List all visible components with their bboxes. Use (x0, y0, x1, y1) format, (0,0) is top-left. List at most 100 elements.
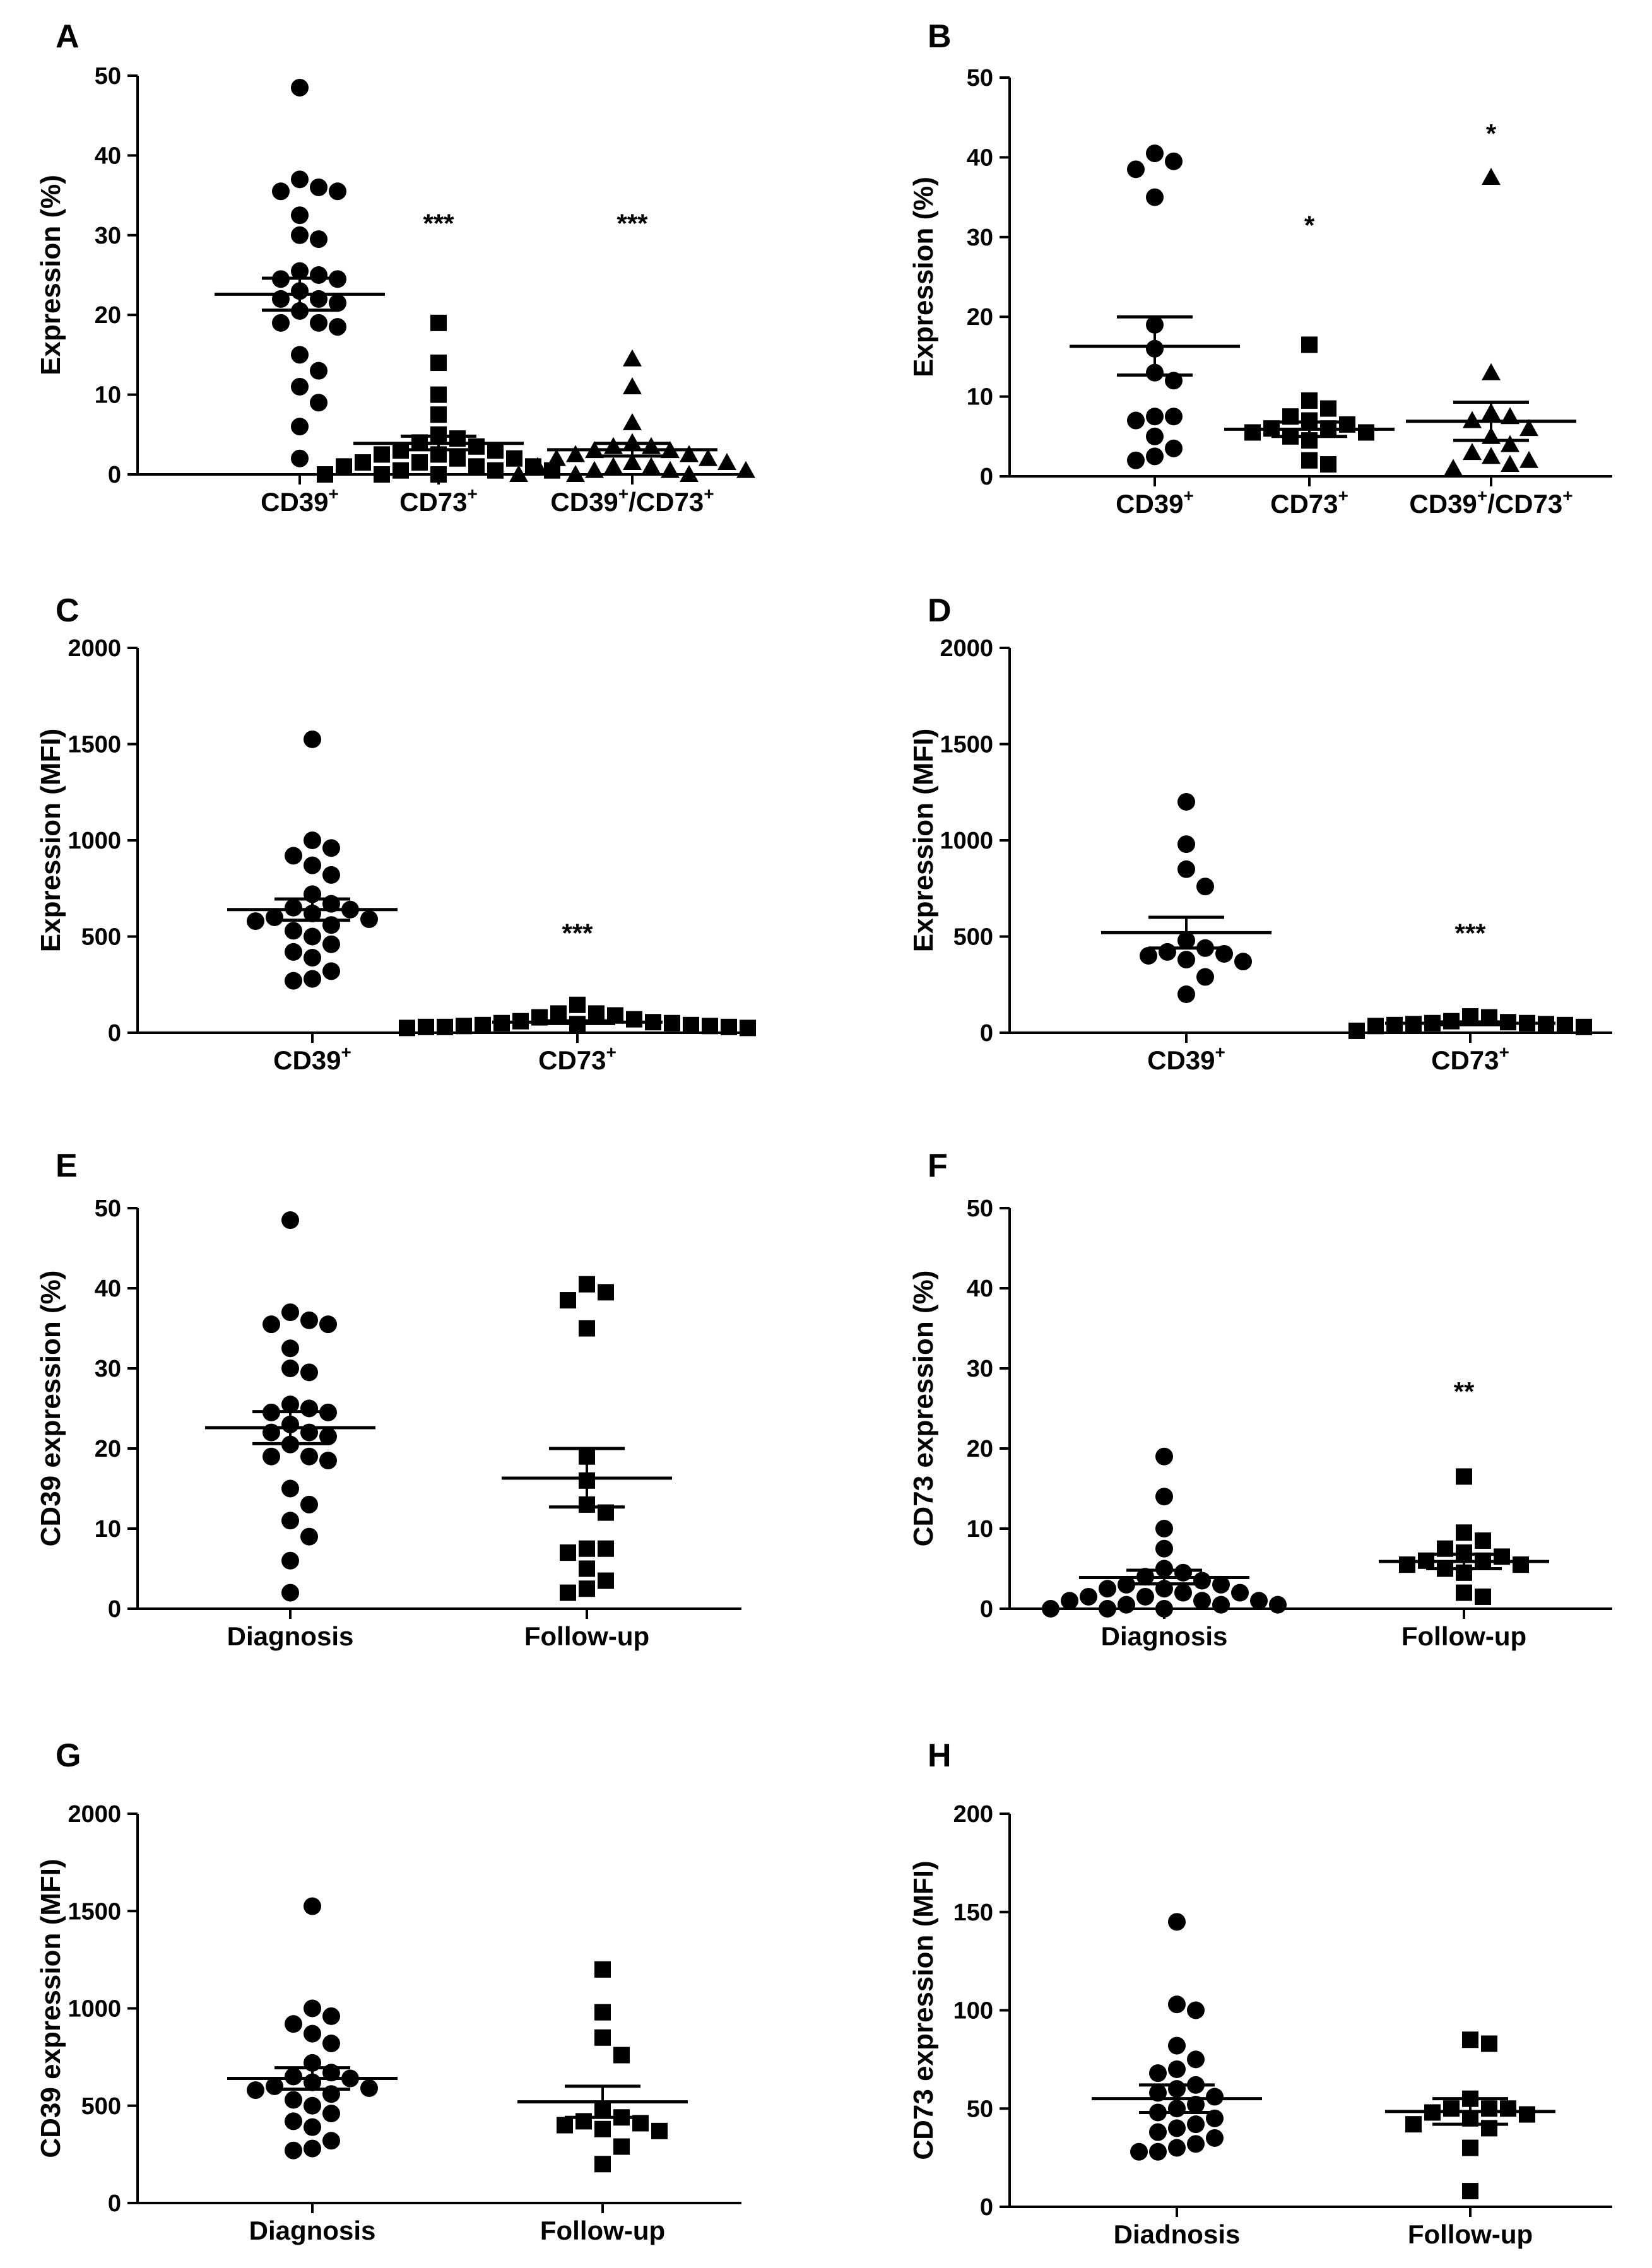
data-point (506, 450, 522, 467)
data-point (547, 449, 566, 466)
data-point (579, 1560, 595, 1577)
category-label-a: CD73+ (399, 484, 478, 517)
series-d-1 (1101, 793, 1271, 1003)
data-point (291, 206, 309, 225)
significance-label: * (1304, 210, 1315, 240)
data-point (291, 262, 309, 280)
data-point (1140, 947, 1157, 965)
data-point (579, 1580, 595, 1597)
data-point (281, 1339, 299, 1358)
data-point (560, 1544, 576, 1561)
data-point (1127, 160, 1145, 179)
data-point (468, 438, 485, 455)
data-point (336, 458, 352, 475)
category-label-c: CD39+ (273, 1042, 351, 1075)
data-point (642, 437, 661, 454)
data-point (740, 1019, 756, 1037)
data-point (1519, 419, 1538, 437)
data-point (430, 466, 447, 483)
data-point (575, 2113, 592, 2130)
data-point (285, 972, 302, 990)
panel-letter-f: F (928, 1148, 948, 1184)
y-tick-label-g: 0 (108, 2190, 121, 2217)
data-point (304, 927, 321, 946)
data-point (1136, 1587, 1154, 1606)
data-point (1155, 1560, 1173, 1578)
data-point (430, 406, 447, 423)
data-point (623, 453, 642, 471)
data-point (322, 962, 340, 980)
data-point (1501, 435, 1519, 452)
data-point (304, 2118, 321, 2136)
data-point (304, 831, 321, 849)
data-point (1482, 363, 1501, 380)
series-a-2: *** (317, 208, 560, 483)
data-point (247, 2081, 264, 2100)
data-point (1557, 1016, 1573, 1033)
data-point (1250, 1592, 1268, 1610)
data-point (1462, 2183, 1478, 2200)
data-point (355, 454, 371, 471)
data-point (285, 2112, 302, 2130)
data-point (304, 856, 321, 874)
y-axis-title-h: CD73 expression (MFI) (908, 1860, 939, 2159)
data-point (281, 1551, 299, 1570)
y-tick-label-b: 30 (967, 225, 993, 251)
data-point (1155, 1539, 1173, 1558)
data-point (310, 314, 327, 332)
data-point (1165, 152, 1183, 170)
y-tick-label-a: 20 (95, 302, 121, 329)
data-point (661, 461, 680, 478)
data-point (291, 226, 309, 244)
data-point (1234, 953, 1252, 971)
data-point (1456, 1468, 1472, 1485)
data-point (285, 2141, 302, 2159)
y-tick-label-f: 20 (967, 1436, 993, 1462)
category-label-a: CD39+/CD73+ (550, 484, 714, 517)
data-point (456, 1018, 472, 1035)
data-point (322, 2035, 340, 2053)
data-point (1196, 968, 1214, 986)
data-point (1367, 1018, 1384, 1035)
data-point (1501, 455, 1519, 473)
y-tick-label-d: 2000 (940, 635, 993, 662)
panel-h: H 0 50 100 150 200 CD73 expression (MFI) Diadno… (908, 1737, 1612, 2249)
data-point (418, 1018, 434, 1035)
data-point (1244, 424, 1261, 441)
data-point (604, 437, 623, 454)
data-point (1193, 1592, 1211, 1610)
y-tick-label-h: 150 (953, 1900, 993, 1926)
series-a-1 (215, 78, 385, 467)
panel-g: G 0 500 1000 1500 2000 CD39 expression (MFI) Di… (35, 1737, 741, 2245)
panel-letter-c: C (56, 592, 80, 629)
data-point (304, 949, 321, 967)
data-point (247, 912, 264, 931)
y-axis-title-c: Expression (MFI) (35, 729, 66, 953)
series-g-2 (517, 1961, 688, 2173)
data-point (317, 466, 333, 483)
data-point (1348, 1022, 1365, 1039)
data-point (300, 1527, 318, 1546)
significance-label: *** (617, 208, 648, 238)
data-point (430, 314, 447, 331)
category-label-f: Follow-up (1401, 1621, 1526, 1651)
data-point (1513, 1556, 1529, 1573)
data-point (1231, 1583, 1249, 1602)
data-point (281, 1303, 299, 1322)
data-point (598, 1572, 614, 1589)
data-point (430, 355, 447, 372)
y-tick-label-g: 1500 (68, 1898, 121, 1925)
data-point (437, 1018, 453, 1035)
data-point (304, 1897, 321, 1915)
data-point (680, 445, 699, 462)
y-tick-label-f: 40 (967, 1276, 993, 1302)
data-point (1165, 408, 1183, 426)
series-g-1 (227, 1897, 398, 2159)
significance-label: ** (1454, 1377, 1475, 1406)
data-point (566, 445, 585, 462)
data-point (1149, 2064, 1167, 2083)
significance-label: *** (1454, 919, 1486, 948)
panel-letter-a: A (56, 18, 80, 55)
data-point (1482, 168, 1501, 185)
data-point (322, 2105, 340, 2123)
